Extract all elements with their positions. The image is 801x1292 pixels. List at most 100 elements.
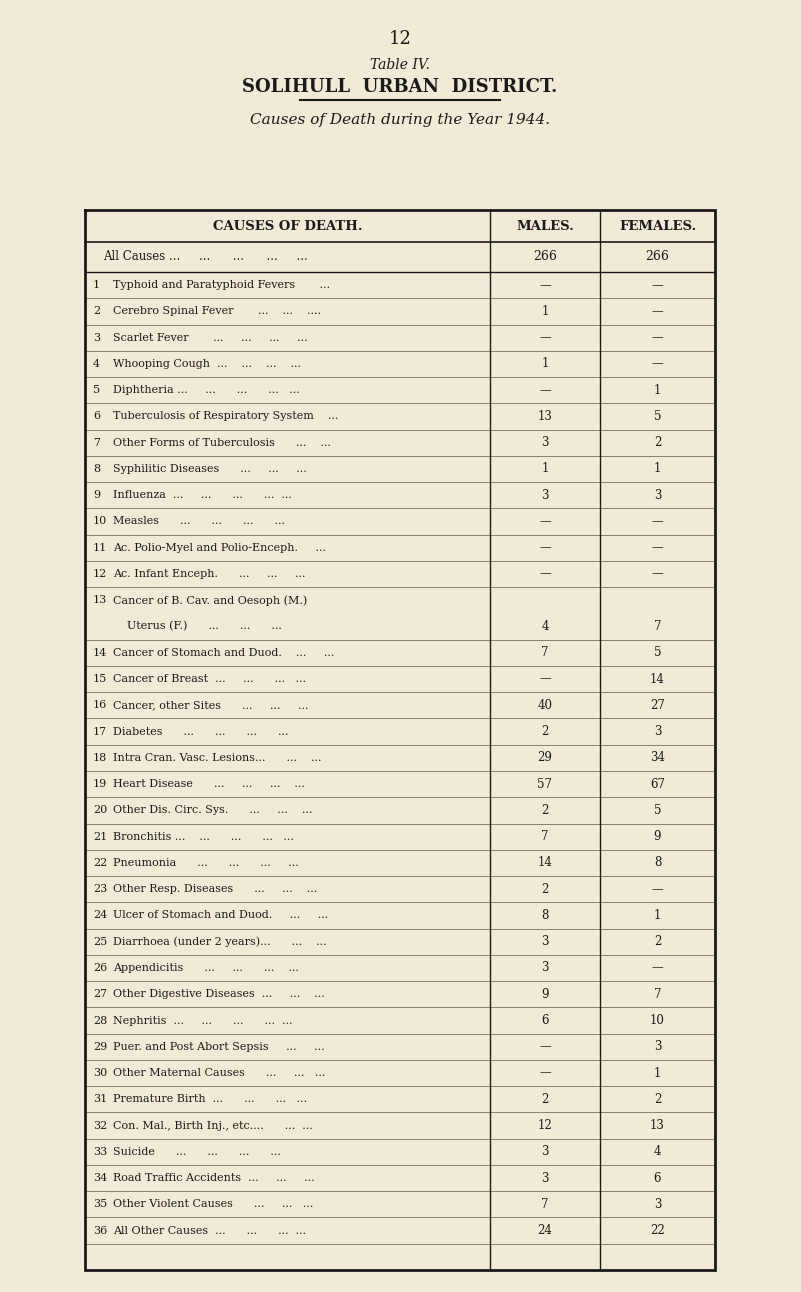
Text: Appendicitis      ...     ...      ...    ...: Appendicitis ... ... ... ... <box>113 963 299 973</box>
Text: 2: 2 <box>541 725 549 738</box>
Text: Typhoid and Paratyphoid Fevers       ...: Typhoid and Paratyphoid Fevers ... <box>113 280 330 291</box>
Text: —: — <box>652 358 663 371</box>
Text: 10: 10 <box>650 1014 665 1027</box>
Text: 7: 7 <box>654 620 662 633</box>
Text: Ac. Infant Enceph.      ...     ...     ...: Ac. Infant Enceph. ... ... ... <box>113 568 305 579</box>
Text: 11: 11 <box>93 543 107 553</box>
Text: 20: 20 <box>93 805 107 815</box>
Text: 1: 1 <box>541 305 549 318</box>
Text: 22: 22 <box>650 1224 665 1238</box>
Text: 14: 14 <box>650 673 665 686</box>
Text: All Other Causes  ...      ...      ...  ...: All Other Causes ... ... ... ... <box>113 1226 306 1235</box>
Text: 34: 34 <box>650 752 665 765</box>
Text: Other Maternal Causes      ...     ...   ...: Other Maternal Causes ... ... ... <box>113 1068 325 1078</box>
Text: 40: 40 <box>537 699 553 712</box>
Text: FEMALES.: FEMALES. <box>619 220 696 233</box>
Text: Other Dis. Circ. Sys.      ...     ...    ...: Other Dis. Circ. Sys. ... ... ... <box>113 805 312 815</box>
Text: 9: 9 <box>654 831 662 844</box>
Text: Scarlet Fever       ...     ...     ...     ...: Scarlet Fever ... ... ... ... <box>113 332 308 342</box>
Text: 2: 2 <box>654 437 661 450</box>
Text: 21: 21 <box>93 832 107 841</box>
Text: 1: 1 <box>541 358 549 371</box>
Text: Heart Disease      ...     ...     ...    ...: Heart Disease ... ... ... ... <box>113 779 305 789</box>
Text: Con. Mal., Birth Inj., etc....      ...  ...: Con. Mal., Birth Inj., etc.... ... ... <box>113 1120 312 1130</box>
Text: 1: 1 <box>654 910 661 922</box>
Text: 2: 2 <box>654 935 661 948</box>
Text: Nephritis  ...     ...      ...      ...  ...: Nephritis ... ... ... ... ... <box>113 1016 292 1026</box>
Text: 1: 1 <box>654 384 661 397</box>
Text: Ulcer of Stomach and Duod.     ...     ...: Ulcer of Stomach and Duod. ... ... <box>113 911 328 920</box>
Text: Cancer of Stomach and Duod.    ...     ...: Cancer of Stomach and Duod. ... ... <box>113 647 334 658</box>
Text: Diphtheria ...     ...      ...      ...   ...: Diphtheria ... ... ... ... ... <box>113 385 300 395</box>
Text: —: — <box>652 961 663 974</box>
Text: 31: 31 <box>93 1094 107 1105</box>
Text: 17: 17 <box>93 726 107 736</box>
Text: 5: 5 <box>654 646 662 659</box>
Text: 13: 13 <box>93 596 107 605</box>
Text: 3: 3 <box>654 1040 662 1053</box>
Text: 6: 6 <box>654 1172 662 1185</box>
Text: 28: 28 <box>93 1016 107 1026</box>
Text: All Causes ...     ...      ...      ...     ...: All Causes ... ... ... ... ... <box>103 251 308 264</box>
Text: 29: 29 <box>537 752 553 765</box>
Text: 1: 1 <box>541 463 549 475</box>
Text: 2: 2 <box>541 1093 549 1106</box>
Text: 7: 7 <box>541 1198 549 1211</box>
Text: 34: 34 <box>93 1173 107 1183</box>
Text: Puer. and Post Abort Sepsis     ...     ...: Puer. and Post Abort Sepsis ... ... <box>113 1041 324 1052</box>
Text: MALES.: MALES. <box>516 220 574 233</box>
Text: 14: 14 <box>93 647 107 658</box>
Text: 9: 9 <box>93 490 100 500</box>
Text: Other Resp. Diseases      ...     ...    ...: Other Resp. Diseases ... ... ... <box>113 884 317 894</box>
Text: 33: 33 <box>93 1147 107 1156</box>
Text: Cerebro Spinal Fever       ...    ...    ....: Cerebro Spinal Fever ... ... .... <box>113 306 321 317</box>
Text: 3: 3 <box>654 488 662 501</box>
Text: —: — <box>652 516 663 528</box>
Text: Influenza  ...     ...      ...      ...  ...: Influenza ... ... ... ... ... <box>113 490 292 500</box>
Text: 16: 16 <box>93 700 107 711</box>
Text: 266: 266 <box>646 251 670 264</box>
Text: Pneumonia      ...      ...      ...     ...: Pneumonia ... ... ... ... <box>113 858 299 868</box>
Text: —: — <box>539 331 551 344</box>
Text: —: — <box>539 1066 551 1080</box>
Text: Tuberculosis of Respiratory System    ...: Tuberculosis of Respiratory System ... <box>113 411 338 421</box>
Text: 9: 9 <box>541 988 549 1001</box>
Text: 36: 36 <box>93 1226 107 1235</box>
Text: CAUSES OF DEATH.: CAUSES OF DEATH. <box>213 220 362 233</box>
Text: —: — <box>539 279 551 292</box>
Text: 3: 3 <box>541 488 549 501</box>
Text: Diabetes      ...      ...      ...      ...: Diabetes ... ... ... ... <box>113 726 288 736</box>
Text: Table IV.: Table IV. <box>370 58 430 72</box>
Text: 30: 30 <box>93 1068 107 1078</box>
Text: 4: 4 <box>654 1145 662 1159</box>
Text: 1: 1 <box>654 1066 661 1080</box>
Text: Diarrhoea (under 2 years)...      ...    ...: Diarrhoea (under 2 years)... ... ... <box>113 937 327 947</box>
Text: 3: 3 <box>654 725 662 738</box>
Text: 6: 6 <box>93 411 100 421</box>
Text: —: — <box>652 541 663 554</box>
Text: Other Violent Causes      ...     ...   ...: Other Violent Causes ... ... ... <box>113 1199 313 1209</box>
Text: —: — <box>652 331 663 344</box>
Text: Suicide      ...      ...      ...      ...: Suicide ... ... ... ... <box>113 1147 281 1156</box>
Text: 35: 35 <box>93 1199 107 1209</box>
Text: 10: 10 <box>93 517 107 527</box>
Text: 8: 8 <box>93 464 100 474</box>
Text: 13: 13 <box>650 1119 665 1132</box>
Text: 6: 6 <box>541 1014 549 1027</box>
Text: 12: 12 <box>388 30 412 48</box>
Text: 22: 22 <box>93 858 107 868</box>
Text: SOLIHULL  URBAN  DISTRICT.: SOLIHULL URBAN DISTRICT. <box>243 78 557 96</box>
Text: —: — <box>652 305 663 318</box>
Text: —: — <box>539 516 551 528</box>
Text: 15: 15 <box>93 674 107 683</box>
Text: 1: 1 <box>93 280 100 291</box>
Text: Bronchitis ...    ...      ...      ...   ...: Bronchitis ... ... ... ... ... <box>113 832 294 841</box>
Text: 27: 27 <box>650 699 665 712</box>
Text: 27: 27 <box>93 990 107 999</box>
Text: 8: 8 <box>541 910 549 922</box>
Text: 3: 3 <box>541 961 549 974</box>
Text: 8: 8 <box>654 857 661 870</box>
Text: 5: 5 <box>654 804 662 817</box>
Text: 26: 26 <box>93 963 107 973</box>
Text: 18: 18 <box>93 753 107 762</box>
